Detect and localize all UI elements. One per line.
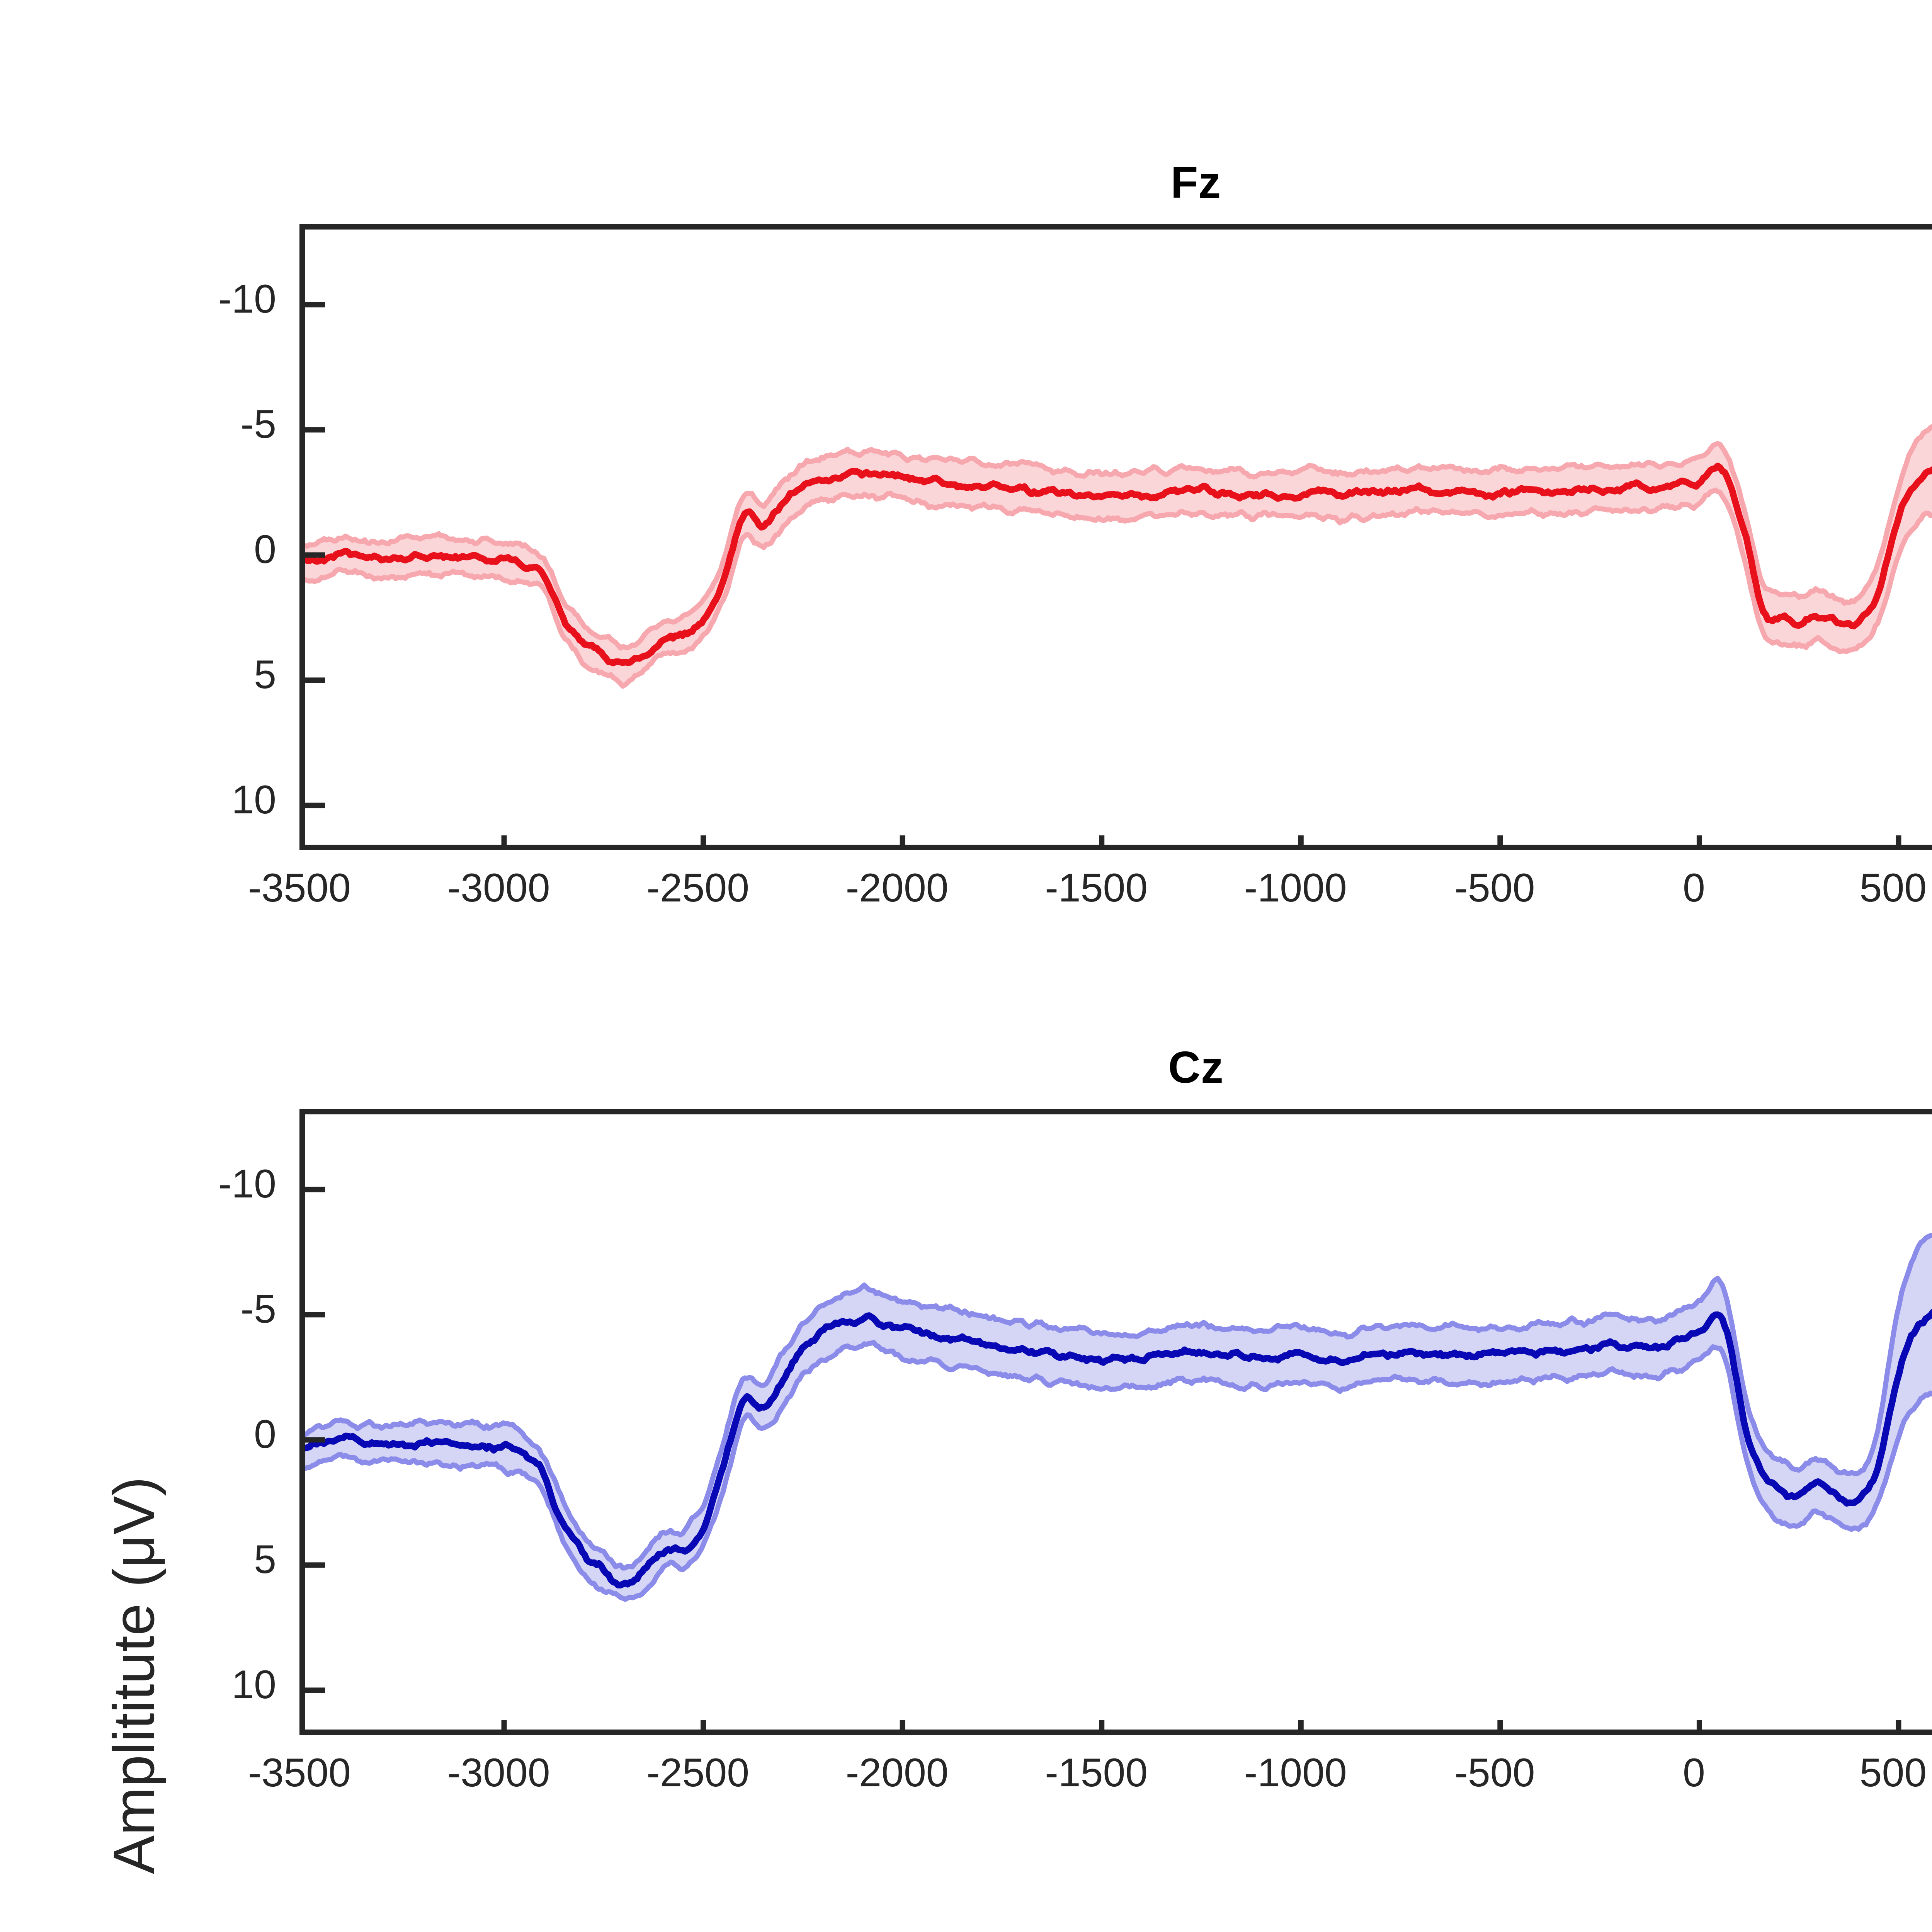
y-tick-label: 10	[231, 1662, 276, 1708]
mean-waveform-line	[305, 1308, 1932, 1588]
panel-fz: Fz -10 -5 0 5 10 -3500 -3000 -2500 -2000 -1500 -100…	[0, 157, 1932, 1005]
x-tick-label: -2000	[845, 1750, 949, 1795]
mean-waveform-line	[305, 463, 1932, 667]
y-tick-label: -5	[240, 402, 276, 447]
y-tick-label: 0	[254, 1412, 276, 1457]
x-tick-label: -3500	[248, 866, 351, 910]
x-tick-label: -2500	[646, 866, 750, 910]
y-tick-label: 0	[254, 527, 276, 572]
x-tick-label: -2000	[845, 866, 949, 910]
x-tick-label: 0	[1682, 1750, 1705, 1795]
plot-area-cz	[299, 1109, 1932, 1735]
x-tick-label: -500	[1454, 1750, 1535, 1795]
y-tick-label: -10	[218, 277, 276, 322]
waveform-svg-cz	[305, 1187, 1932, 1730]
plot-area-fz	[299, 224, 1932, 850]
y-tick-label: 10	[231, 777, 276, 823]
x-tick-label: -1500	[1045, 866, 1148, 910]
x-tick-label: -3000	[447, 866, 550, 910]
panel-title-fz: Fz	[1170, 157, 1221, 207]
x-tick-label: -500	[1454, 866, 1535, 910]
sem-lower-edge	[305, 1233, 1932, 1571]
sem-band-fill	[305, 1235, 1932, 1600]
x-tick-label: -1000	[1244, 1750, 1347, 1795]
sem-lower-edge	[305, 423, 1932, 651]
panel-title-pz: Pz	[299, 1926, 1932, 1932]
x-tick-label: 0	[1682, 866, 1705, 910]
panel-cz: Cz -10 -5 0 5 10 -3500 -3000 -2500 -2000 -1500 -100…	[0, 1042, 1932, 1889]
x-tick-label: -1500	[1045, 1750, 1148, 1795]
x-tick-label: 500	[1859, 1750, 1927, 1795]
y-tick-label: 5	[254, 1537, 276, 1582]
sem-upper-edge	[305, 487, 1932, 689]
waveform-svg-fz	[305, 302, 1932, 845]
y-tick-label: -5	[240, 1287, 276, 1332]
x-tick-label: -1000	[1244, 866, 1347, 910]
x-tick-label: -3000	[447, 1750, 550, 1795]
y-tick-label: -10	[218, 1162, 276, 1207]
x-tick-label: 500	[1859, 866, 1927, 910]
panel-title-cz: Cz	[1168, 1042, 1224, 1092]
y-tick-label: 5	[254, 652, 276, 697]
sem-upper-edge	[305, 1340, 1932, 1602]
y-axis-label: Amplititute (μV)	[101, 1476, 166, 1874]
sem-band-fill	[305, 427, 1932, 686]
x-tick-label: -3500	[248, 1750, 351, 1795]
x-tick-label: -2500	[646, 1750, 750, 1795]
